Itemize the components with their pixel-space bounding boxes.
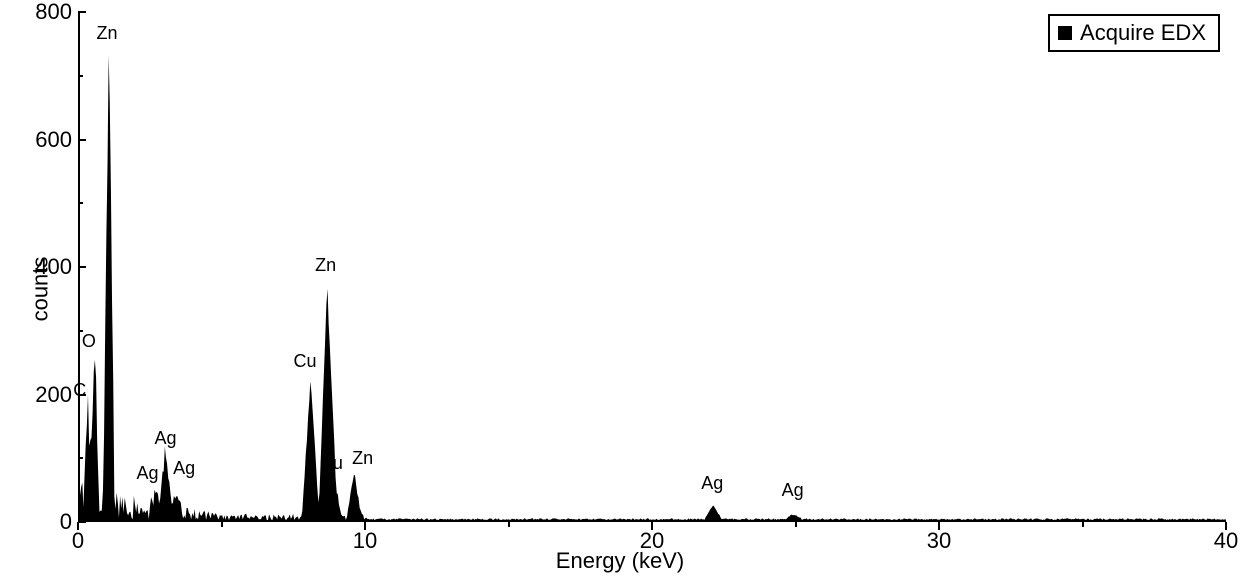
y-tick-label: 0 — [60, 509, 72, 535]
peak-label: Ag — [155, 428, 177, 449]
peak-label: Ag — [782, 480, 804, 501]
y-tick — [78, 139, 86, 141]
spectrum-data — [80, 12, 1226, 520]
x-tick-label: 0 — [72, 528, 84, 554]
plot-area — [78, 12, 1226, 522]
peak-label: Zn — [352, 448, 373, 469]
y-tick — [78, 521, 86, 523]
y-tick-minor — [78, 75, 83, 77]
x-tick-minor — [508, 522, 510, 527]
peak-label: Ag — [701, 473, 723, 494]
peak-label: C — [73, 380, 86, 401]
x-tick-minor — [795, 522, 797, 527]
x-tick-label: 30 — [927, 528, 951, 554]
peak-label: Ag — [136, 463, 158, 484]
x-tick-minor — [221, 522, 223, 527]
peak-label: Zn — [315, 255, 336, 276]
y-tick — [78, 11, 86, 13]
y-tick-label: 800 — [35, 0, 72, 25]
legend: Acquire EDX — [1048, 14, 1220, 52]
peak-label: Ag — [173, 458, 195, 479]
y-tick-label: 400 — [35, 254, 72, 280]
legend-marker — [1058, 26, 1072, 40]
edx-spectrum-chart: Acquire EDX counts Energy (keV) 02004006… — [0, 0, 1240, 578]
x-tick-label: 10 — [353, 528, 377, 554]
peak-label: O — [82, 331, 96, 352]
peak-label: Cu — [294, 351, 317, 372]
y-tick-minor — [78, 457, 83, 459]
x-axis-label: Energy (keV) — [556, 548, 684, 574]
x-tick-label: 40 — [1214, 528, 1238, 554]
y-tick-label: 600 — [35, 127, 72, 153]
y-tick-label: 200 — [35, 382, 72, 408]
x-tick-label: 20 — [640, 528, 664, 554]
legend-text: Acquire EDX — [1080, 20, 1206, 46]
x-tick-minor — [1082, 522, 1084, 527]
peak-label: Cu — [320, 453, 343, 474]
y-tick-minor — [78, 202, 83, 204]
peak-label: Zn — [96, 23, 117, 44]
y-tick — [78, 266, 86, 268]
